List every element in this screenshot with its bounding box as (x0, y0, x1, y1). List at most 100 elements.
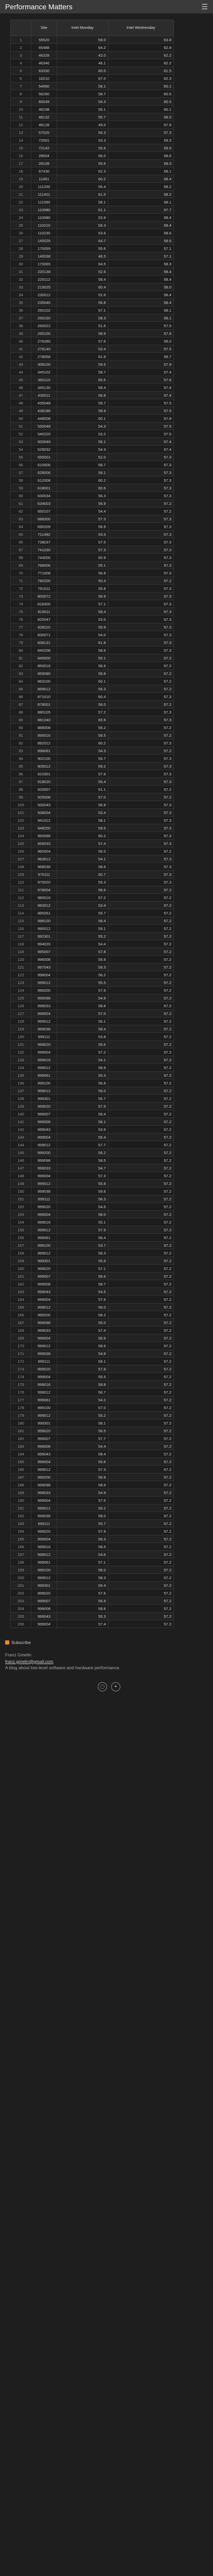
row-site: 72142 (31, 144, 57, 152)
row-site: 435048 (31, 399, 57, 407)
subscribe-link[interactable]: Subscribe (5, 1639, 213, 1646)
row-rank: 196 (10, 1543, 31, 1551)
row-rank: 3 (10, 51, 31, 59)
row-rank: 35 (10, 298, 31, 307)
row-monday: 55.1 (57, 561, 109, 569)
row-wednesday: 58.1 (108, 198, 174, 206)
row-site: 250102 (31, 306, 57, 314)
row-site: 999004 (31, 1535, 57, 1543)
row-wednesday: 57.9 (108, 360, 174, 368)
row-rank: 46 (10, 383, 31, 392)
table-row: 19 11451 60.2 58.4 (10, 175, 174, 183)
row-site: 999012 (31, 1550, 57, 1558)
row-rank: 101 (10, 808, 31, 817)
row-wednesday: 57.3 (108, 770, 174, 778)
table-row: 82 850016 56.6 57.2 (10, 662, 174, 670)
row-rank: 113 (10, 901, 31, 909)
table-row: 148 999004 57.3 57.2 (10, 1172, 174, 1180)
row-wednesday: 57.2 (108, 577, 174, 585)
row-monday: 58.6 (57, 1342, 109, 1350)
table-row: 149 999012 55.8 57.2 (10, 1179, 174, 1188)
row-rank: 202 (10, 1589, 31, 1597)
row-monday: 58.4 (57, 917, 109, 925)
row-rank: 200 (10, 1573, 31, 1582)
row-wednesday: 62.2 (108, 59, 174, 67)
row-rank: 117 (10, 932, 31, 940)
row-rank: 184 (10, 1450, 31, 1458)
row-monday: 54.3 (57, 445, 109, 453)
row-site: 999012 (31, 1504, 57, 1512)
table-row: 71 780200 50.4 57.2 (10, 577, 174, 585)
table-row: 152 999020 54.6 57.2 (10, 1202, 174, 1211)
site-title[interactable]: Performance Matters (5, 3, 73, 11)
twitter-icon[interactable]: ✦ (111, 1682, 120, 1692)
row-rank: 28 (10, 244, 31, 252)
row-wednesday: 57.2 (108, 669, 174, 677)
row-site: 999100 (31, 1079, 57, 1087)
row-wednesday: 58.0 (108, 159, 174, 167)
row-wednesday: 58.4 (108, 175, 174, 183)
row-site: 845000 (31, 654, 57, 662)
row-rank: 39 (10, 329, 31, 337)
row-rank: 121 (10, 963, 31, 971)
table-row: 195 999004 56.3 57.2 (10, 1535, 174, 1543)
row-monday: 54.2 (57, 1396, 109, 1404)
table-row: 42 278058 61.9 58.7 (10, 352, 174, 361)
row-wednesday: 57.2 (108, 1589, 174, 1597)
row-wednesday: 57.2 (108, 1164, 174, 1172)
row-monday: 54.8 (57, 1349, 109, 1358)
table-row: 6 16210 67.0 62.3 (10, 74, 174, 82)
table-row: 27 140026 64.7 58.6 (10, 236, 174, 245)
row-rank: 191 (10, 1504, 31, 1512)
row-wednesday: 57.2 (108, 1079, 174, 1087)
row-wednesday: 57.2 (108, 1133, 174, 1141)
table-row: 139 999020 57.5 57.2 (10, 1102, 174, 1110)
row-wednesday: 58.1 (108, 306, 174, 314)
row-wednesday: 57.2 (108, 1102, 174, 1110)
row-wednesday: 57.2 (108, 1032, 174, 1041)
row-monday: 53.9 (57, 1125, 109, 1133)
row-site: 938004 (31, 808, 57, 817)
row-monday: 56.0 (57, 1566, 109, 1574)
row-site: 999012 (31, 1465, 57, 1473)
row-site: 999004 (31, 1172, 57, 1180)
row-monday: 56.8 (57, 569, 109, 577)
row-monday: 60.2 (57, 476, 109, 484)
row-wednesday: 57.2 (108, 1372, 174, 1381)
row-monday: 58.6 (57, 862, 109, 871)
row-monday: 54.4 (57, 940, 109, 948)
row-monday: 54.7 (57, 1164, 109, 1172)
row-rank: 165 (10, 1303, 31, 1311)
row-monday: 57.6 (57, 1295, 109, 1303)
table-row: 105 956033 57.4 57.3 (10, 839, 174, 848)
row-monday: 58.7 (57, 90, 109, 98)
row-wednesday: 57.3 (108, 716, 174, 724)
row-rank: 48 (10, 399, 31, 407)
row-site: 999007 (31, 1434, 57, 1443)
row-wednesday: 58.6 (108, 151, 174, 160)
col-rank (10, 20, 31, 36)
row-site: 999012 (31, 1411, 57, 1419)
table-row: 186 999012 57.3 57.2 (10, 1465, 174, 1473)
row-rank: 125 (10, 994, 31, 1002)
row-site: 920007 (31, 785, 57, 793)
table-row: 204 999008 58.6 57.2 (10, 1604, 174, 1613)
row-rank: 185 (10, 1458, 31, 1466)
row-site: 999007 (31, 1597, 57, 1605)
hamburger-menu-icon[interactable]: ☰ (201, 2, 208, 11)
footer-email[interactable]: franz.gmelin@gmail.com (5, 1658, 54, 1664)
row-monday: 60.2 (57, 832, 109, 840)
table-row: 119 995007 57.8 57.2 (10, 947, 174, 956)
row-rank: 47 (10, 391, 31, 399)
row-site: 630034 (31, 492, 57, 500)
row-monday: 51.6 (57, 321, 109, 330)
row-wednesday: 57.3 (108, 569, 174, 577)
github-icon[interactable]: ◯ (98, 1682, 107, 1692)
row-site: 910301 (31, 770, 57, 778)
row-rank: 80 (10, 646, 31, 654)
row-site: 999007 (31, 1272, 57, 1280)
row-site: 948200 (31, 824, 57, 832)
row-rank: 72 (10, 584, 31, 592)
row-wednesday: 57.2 (108, 1620, 174, 1628)
row-site: 999012 (31, 978, 57, 987)
